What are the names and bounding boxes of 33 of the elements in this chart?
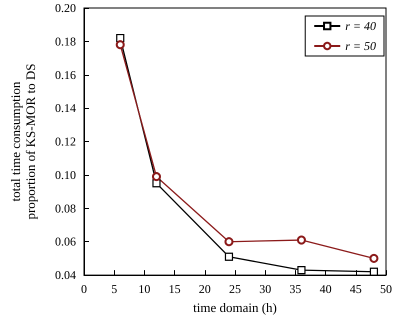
y-tick-label: 0.16: [55, 68, 76, 82]
y-tick-label: 0.18: [55, 34, 76, 48]
point: [116, 40, 125, 50]
x-tick-label: 20: [198, 282, 211, 296]
y-tick-label: 0.20: [55, 1, 76, 15]
x-tick-label: 25: [229, 282, 241, 296]
x-tick-label: 5: [111, 282, 118, 296]
point: [152, 172, 161, 182]
y-tick-label: 0.04: [55, 268, 76, 282]
point: [224, 252, 234, 261]
x-tick-label: 15: [168, 282, 181, 296]
y-tick-label: 0.06: [55, 234, 76, 249]
y-tick-label: 0.12: [55, 134, 76, 149]
y-tick-label: 0.10: [55, 168, 76, 182]
x-tick-label: 50: [380, 282, 392, 296]
x-axis-title: time domain (h): [193, 300, 277, 315]
x-tick-label: 35: [289, 282, 302, 296]
y-tick-label: 0.14: [55, 101, 76, 116]
legend-label: r = 50: [345, 39, 376, 53]
x-tick-label: 10: [138, 282, 150, 296]
point: [116, 34, 124, 42]
point: [369, 254, 378, 263]
legend-label: r = 40: [345, 19, 376, 33]
point: [370, 268, 378, 276]
point: [296, 236, 306, 245]
y-tick-label: 0.08: [55, 201, 76, 216]
x-tick-label: 30: [259, 282, 272, 296]
x-tick-label: 45: [350, 282, 362, 296]
x-tick-label: 40: [320, 282, 332, 296]
point: [297, 266, 306, 274]
y-axis-title: total time consumption proportion of KS-MOR to DS: [8, 64, 38, 220]
x-tick-label: 0: [81, 282, 87, 296]
point: [224, 237, 234, 246]
